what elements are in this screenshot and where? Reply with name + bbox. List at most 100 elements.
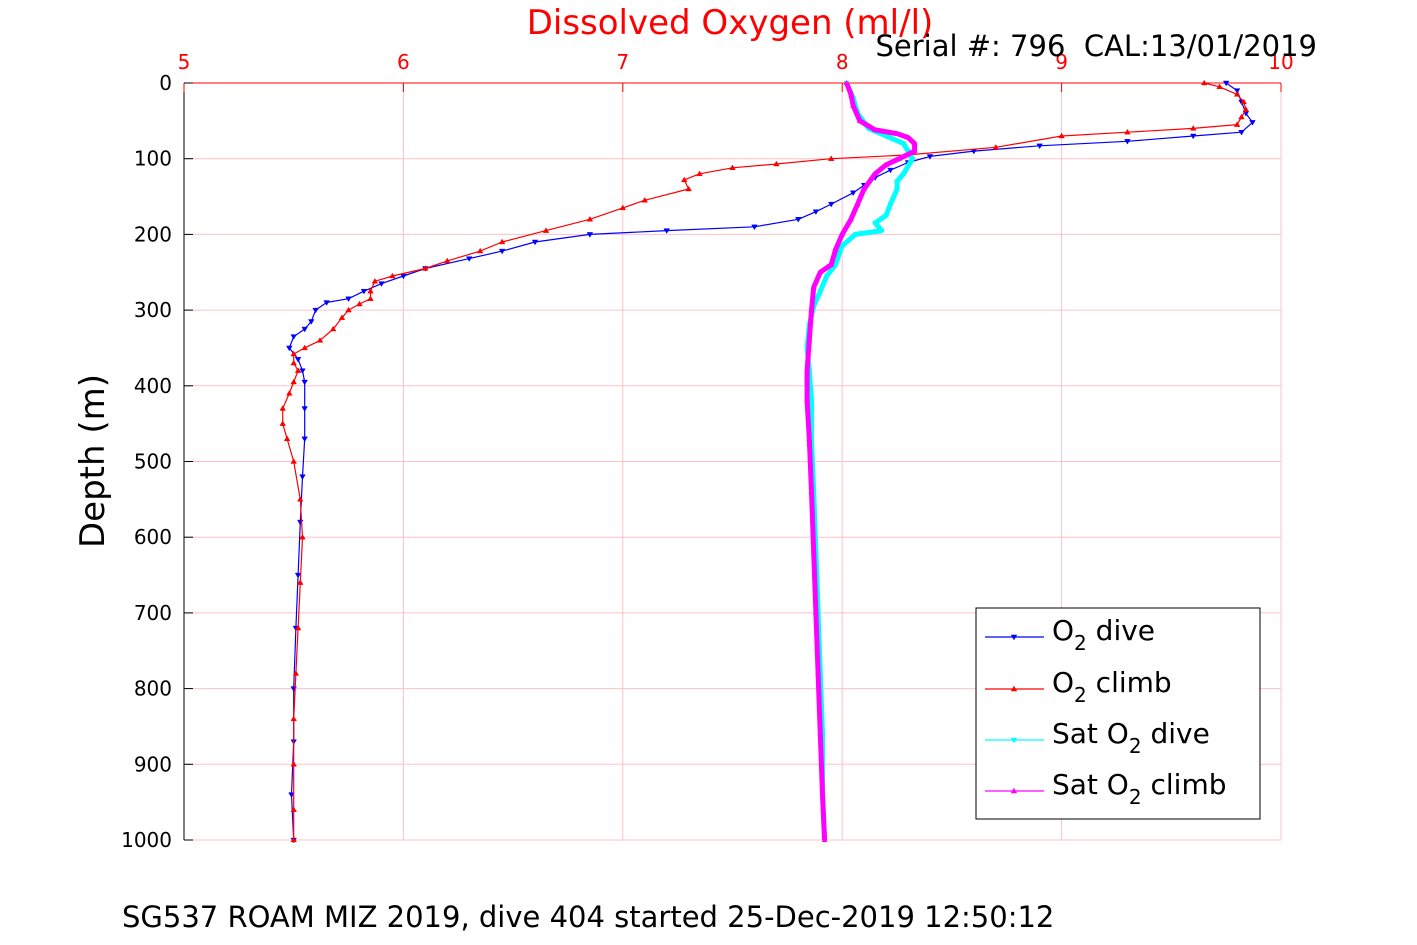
data-point <box>810 549 817 555</box>
data-point <box>850 102 857 108</box>
data-point <box>586 232 594 238</box>
data-point <box>1200 79 1208 86</box>
y-tick-label: 400 <box>134 374 172 398</box>
chart-title: Dissolved Oxygen (ml/l) <box>527 3 934 43</box>
data-point <box>911 140 918 146</box>
data-point <box>308 319 315 325</box>
y-axis-label: Depth (m) <box>73 374 113 548</box>
data-point <box>806 337 813 343</box>
data-point <box>290 761 297 767</box>
data-point <box>926 154 934 160</box>
data-point <box>444 257 451 264</box>
data-point <box>299 474 306 480</box>
data-point <box>904 164 912 170</box>
data-point <box>297 579 304 585</box>
data-point <box>1222 80 1230 87</box>
data-point <box>806 435 813 441</box>
data-point <box>294 357 302 363</box>
data-point <box>1124 128 1131 135</box>
data-point <box>854 201 861 207</box>
data-point <box>817 269 824 275</box>
y-tick-label: 200 <box>134 222 172 246</box>
data-point <box>1238 129 1245 136</box>
data-point <box>1242 106 1250 112</box>
data-point <box>1036 143 1043 150</box>
data-point <box>861 185 868 192</box>
footer-caption: SG537 ROAM MIZ 2019, dive 404 started 25… <box>122 900 1054 934</box>
data-point <box>1238 113 1245 120</box>
data-point <box>887 202 894 208</box>
data-point <box>279 420 286 426</box>
data-point <box>288 792 295 798</box>
data-point <box>878 228 885 234</box>
data-point <box>832 262 839 268</box>
series-o2-climb <box>279 79 1250 843</box>
data-point <box>586 215 594 222</box>
data-point <box>290 378 297 385</box>
legend-entry: Sat O2 dive <box>985 717 1210 758</box>
data-point <box>1058 132 1065 139</box>
data-point <box>294 624 302 631</box>
data-point <box>887 167 894 174</box>
legend-label: Sat O2 dive <box>1052 717 1210 758</box>
y-tick-label: 700 <box>134 601 172 625</box>
data-point <box>894 179 901 185</box>
data-point <box>1190 125 1197 131</box>
data-point <box>301 344 308 351</box>
series-sat-o2-climb <box>804 79 918 843</box>
data-point <box>804 367 811 373</box>
y-tick-label: 100 <box>134 147 172 171</box>
data-point <box>299 533 306 540</box>
y-tick-label: 0 <box>159 71 172 95</box>
data-point <box>911 148 918 154</box>
data-point <box>297 496 304 502</box>
data-point <box>821 836 828 843</box>
data-point <box>900 171 907 177</box>
data-point <box>827 155 835 161</box>
data-point <box>819 791 826 797</box>
legend-label: Sat O2 climb <box>1052 768 1227 809</box>
data-point <box>286 390 293 396</box>
data-point <box>1233 121 1241 127</box>
data-point <box>828 261 835 267</box>
data-point <box>290 334 297 340</box>
data-point <box>422 265 429 271</box>
legend-items: O2 dive O2 climb Sat O2 dive Sat O2 climb <box>985 614 1227 809</box>
legend-label: O2 climb <box>1052 666 1172 707</box>
data-point <box>290 458 297 464</box>
data-point <box>751 224 758 231</box>
legend-entry: Sat O2 climb <box>985 768 1227 809</box>
data-point <box>542 227 550 233</box>
x-tick-label: 6 <box>397 50 410 74</box>
data-point <box>849 190 857 197</box>
data-point <box>367 295 374 301</box>
legend-marker <box>1010 634 1018 641</box>
x-tick-label: 9 <box>1055 50 1068 74</box>
data-point <box>498 248 506 255</box>
data-point <box>883 213 890 219</box>
legend: O2 dive O2 climb Sat O2 dive Sat O2 climb <box>975 607 1261 820</box>
data-point <box>1240 98 1247 105</box>
data-point <box>812 209 820 215</box>
data-point <box>823 273 830 280</box>
data-point <box>729 164 736 170</box>
data-point <box>685 185 692 192</box>
data-point <box>371 278 379 284</box>
data-point <box>1216 83 1223 89</box>
data-point <box>896 155 903 161</box>
y-tick-label: 800 <box>134 677 172 701</box>
data-point <box>389 272 396 279</box>
data-point <box>619 204 627 211</box>
serial-label: Serial #: 796 CAL:13/01/2019 <box>875 29 1317 63</box>
data-point <box>904 134 912 140</box>
data-point <box>465 256 473 262</box>
data-point <box>329 325 337 332</box>
series <box>279 79 1256 844</box>
legend-box <box>975 607 1261 820</box>
y-tick-label: 500 <box>134 450 172 474</box>
legend-entry: O2 dive <box>985 614 1155 655</box>
x-tick-label: 8 <box>836 50 849 74</box>
data-point <box>839 231 846 237</box>
data-point <box>367 287 374 294</box>
